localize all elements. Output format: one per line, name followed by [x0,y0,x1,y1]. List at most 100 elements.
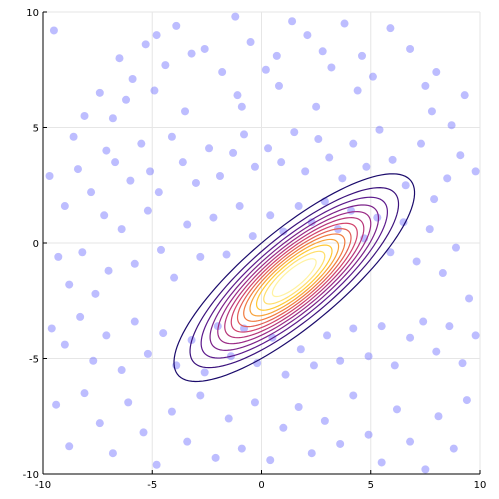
data-point-100 [47,324,56,333]
data-point-43 [154,188,163,197]
contour-lines [173,173,416,383]
data-point-24 [340,19,349,28]
data-point-71 [91,289,100,298]
data-point-101 [60,340,69,349]
data-point-58 [338,174,347,183]
data-point-11 [172,21,181,30]
data-point-166 [427,107,436,116]
data-point-55 [301,167,310,176]
data-point-69 [65,280,74,289]
data-point-161 [462,396,471,405]
data-point-80 [209,213,218,222]
data-point-19 [272,51,281,60]
data-point-128 [432,347,441,356]
y-tick-label-0: -10 [23,470,39,481]
data-point-125 [390,361,399,370]
data-point-111 [200,368,209,377]
data-point-164 [274,81,283,90]
data-point-106 [130,317,139,326]
data-point-92 [373,213,382,222]
data-point-7 [128,74,137,83]
data-point-67 [456,151,465,160]
data-point-127 [419,317,428,326]
data-point-145 [237,444,246,453]
data-point-28 [406,44,415,53]
contour-level-12 [271,258,317,298]
data-point-132 [52,400,61,409]
data-point-141 [183,437,192,446]
data-point-60 [362,162,371,171]
contour-level-2 [200,196,388,359]
data-point-18 [261,65,270,74]
data-point-115 [253,359,262,368]
data-point-30 [432,68,441,77]
data-point-167 [233,91,242,100]
data-point-162 [108,114,117,123]
y-tick-label-4: 10 [26,8,39,19]
data-point-131 [471,331,480,340]
data-point-143 [211,453,220,462]
data-point-98 [451,243,460,252]
data-point-79 [196,252,205,261]
data-point-66 [443,174,452,183]
data-point-150 [307,449,316,458]
contour-level-5 [224,217,365,339]
data-point-9 [152,31,161,40]
contour-level-10 [255,244,333,311]
data-point-49 [229,148,238,157]
y-tick-label-1: -5 [29,355,39,366]
x-tick-label-1: -5 [147,480,157,491]
y-tick-label-2: 0 [33,239,39,250]
data-point-77 [170,273,179,282]
data-point-56 [314,135,323,144]
data-point-93 [386,248,395,257]
data-point-31 [447,121,456,130]
data-point-35 [60,202,69,211]
data-point-64 [417,139,426,148]
data-point-1 [69,132,78,141]
data-point-157 [406,437,415,446]
data-point-148 [279,423,288,432]
data-point-45 [178,158,187,167]
data-point-151 [320,416,329,425]
data-point-154 [364,430,373,439]
data-point-163 [181,107,190,116]
data-point-6 [122,95,131,104]
data-point-37 [87,188,96,197]
data-point-70 [78,248,87,257]
data-point-73 [117,225,126,234]
data-point-123 [364,352,373,361]
data-point-4 [102,146,111,155]
contour-level-3 [209,204,380,351]
data-point-27 [386,24,395,33]
data-point-168 [312,102,321,111]
x-tick-label-3: 5 [368,480,374,491]
data-point-102 [76,312,85,321]
data-point-96 [425,225,434,234]
data-point-10 [161,61,170,70]
data-point-17 [246,38,255,47]
data-point-20 [288,17,297,26]
data-point-13 [200,44,209,53]
data-point-107 [143,349,152,358]
data-point-50 [240,130,249,139]
data-point-160 [449,444,458,453]
data-point-121 [336,356,345,365]
contour-level-7 [236,228,352,328]
data-point-53 [277,158,286,167]
data-point-26 [368,72,377,81]
data-point-146 [250,398,259,407]
data-point-25 [358,51,367,60]
data-point-29 [421,81,430,90]
data-point-99 [465,294,474,303]
data-point-72 [104,266,113,275]
data-point-122 [349,324,358,333]
data-point-165 [353,86,362,95]
data-point-129 [445,322,454,331]
data-point-57 [325,153,334,162]
contour-level-4 [217,211,372,345]
contour-level-6 [230,222,358,333]
data-point-86 [294,202,303,211]
